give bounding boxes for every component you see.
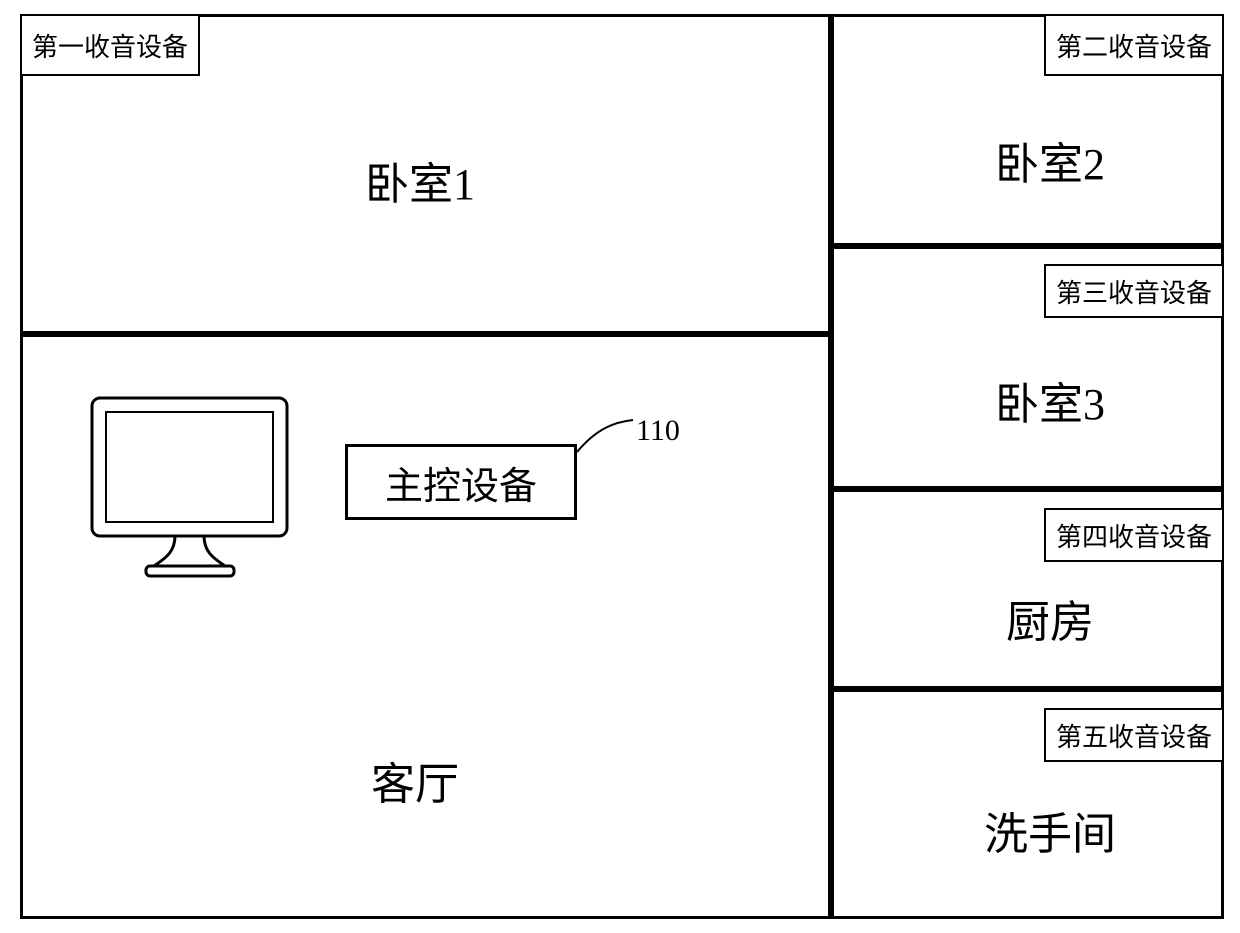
main-controller-box: 主控设备 bbox=[345, 444, 577, 520]
floorplan-diagram: 卧室1 第一收音设备卧室2 第二收音设备卧室3 第三收音设备厨房 第四收音设备洗手间 第五… bbox=[0, 0, 1240, 933]
room-name-living: 客厅 bbox=[315, 750, 515, 810]
monitor-icon bbox=[92, 398, 295, 580]
room-name-bedroom2: 卧室2 bbox=[920, 130, 1180, 190]
device-label-bedroom3: 第三收音设备 bbox=[1044, 264, 1224, 318]
device-label-bedroom2: 第二收音设备 bbox=[1044, 14, 1224, 76]
room-name-bedroom1: 卧室1 bbox=[270, 150, 570, 210]
callout-curve bbox=[575, 418, 635, 458]
room-name-washroom: 洗手间 bbox=[920, 800, 1180, 860]
device-label-bedroom1: 第一收音设备 bbox=[20, 14, 200, 76]
room-name-bedroom3: 卧室3 bbox=[920, 370, 1180, 430]
device-label-kitchen: 第四收音设备 bbox=[1044, 508, 1224, 562]
callout-text: 110 bbox=[636, 414, 680, 448]
room-name-kitchen: 厨房 bbox=[960, 588, 1140, 648]
device-label-washroom: 第五收音设备 bbox=[1044, 708, 1224, 762]
